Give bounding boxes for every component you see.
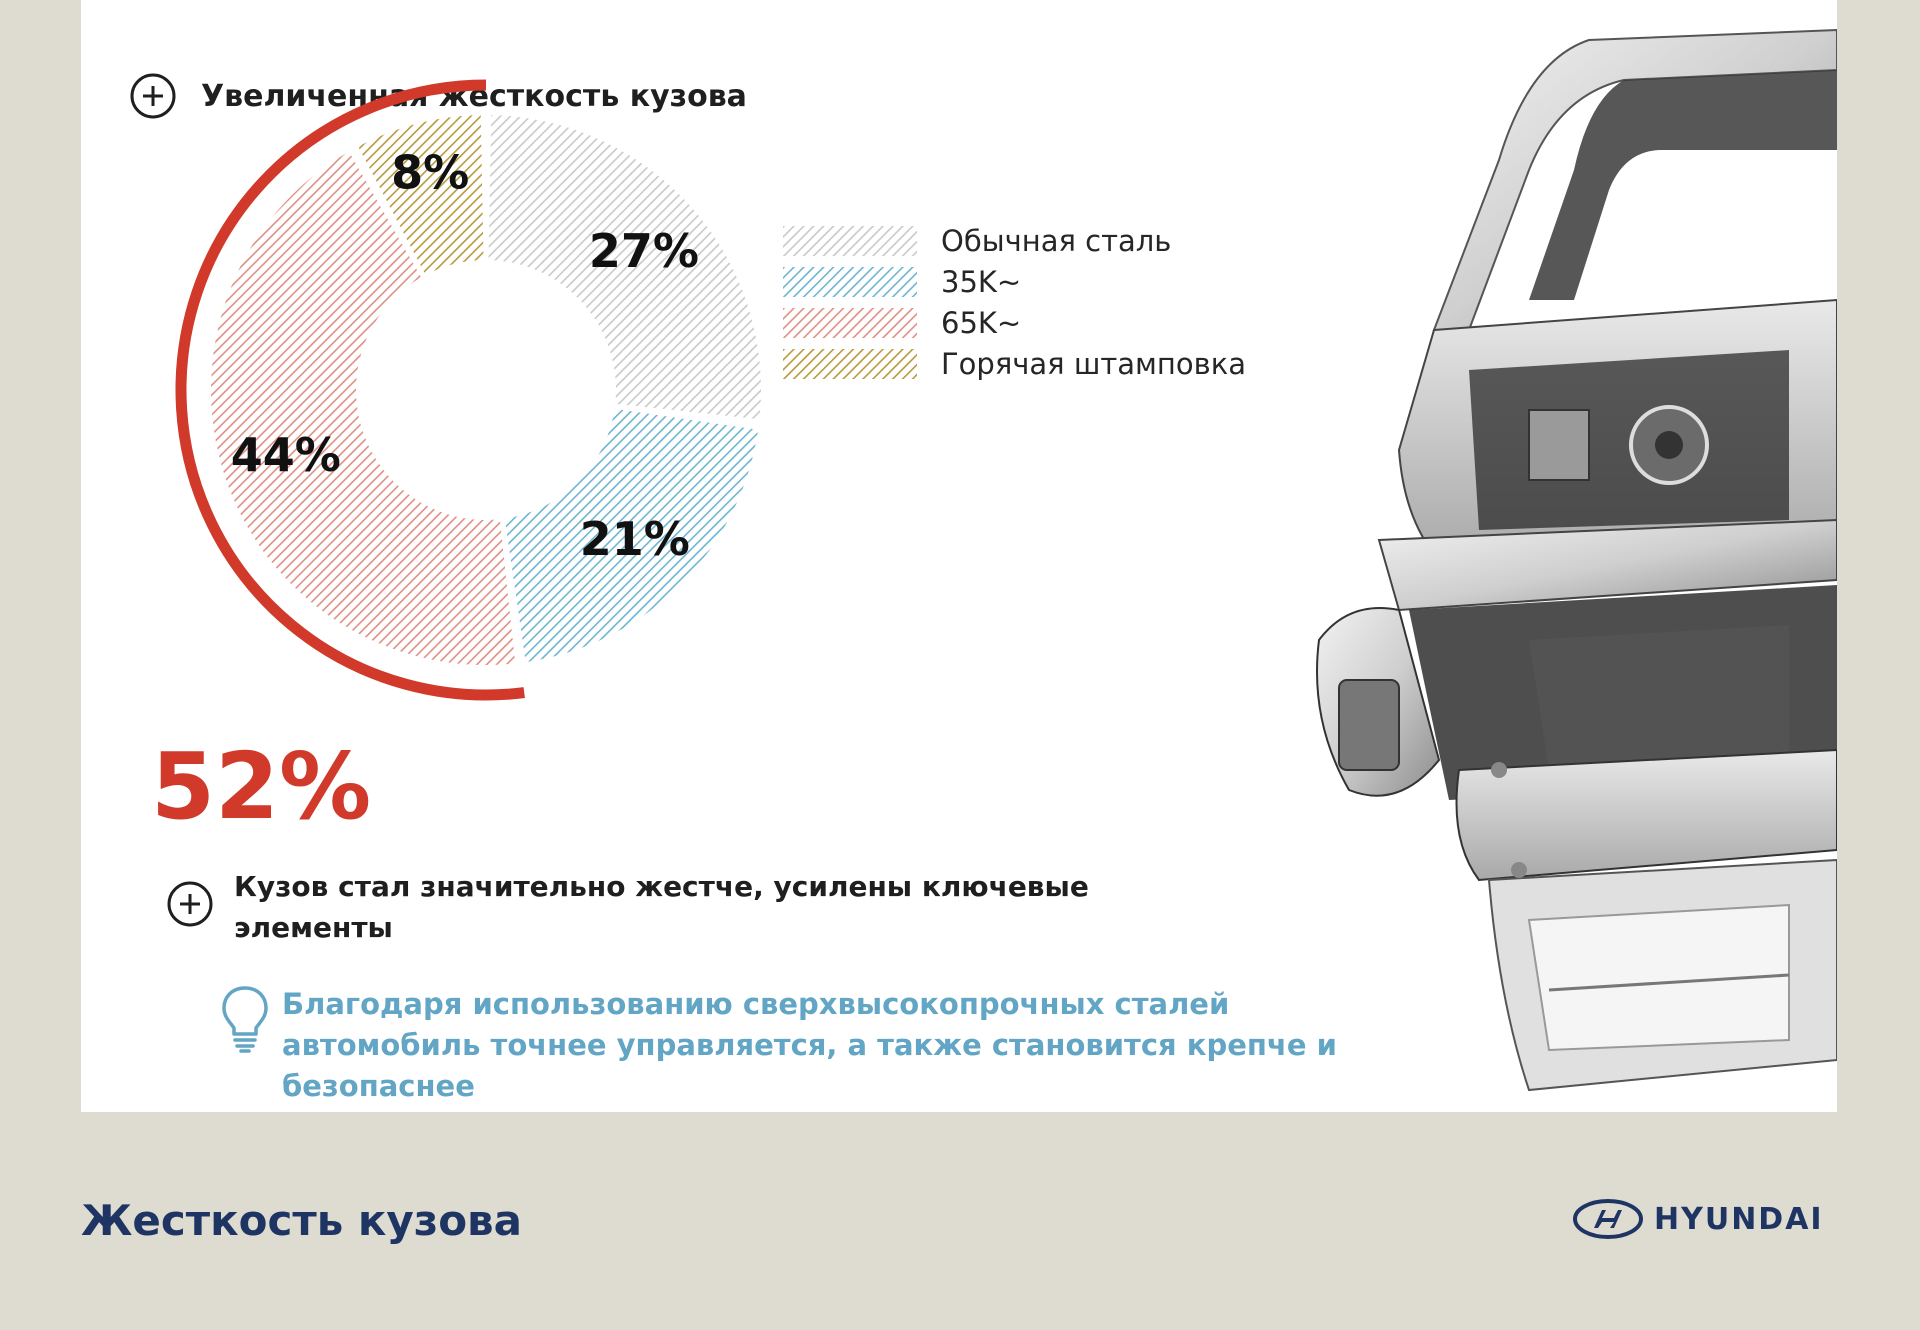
slice-value-label: 21% xyxy=(580,512,690,566)
legend-label: 35K~ xyxy=(941,264,1022,299)
hyundai-logo-icon xyxy=(1573,1199,1643,1239)
plus-circle-icon xyxy=(130,73,176,119)
highlight-arc xyxy=(175,79,525,701)
slice-value-label: 8% xyxy=(391,146,469,200)
donut-slice-обычная-сталь xyxy=(488,115,761,420)
legend-item-обычная-сталь: Обычная сталь xyxy=(783,220,1246,261)
legend-swatch xyxy=(783,266,917,297)
legend-item-35k: 35K~ xyxy=(783,261,1246,302)
slice-value-label: 27% xyxy=(589,224,699,278)
legend-label: Обычная сталь xyxy=(941,223,1172,258)
car-body-frame-image xyxy=(1316,28,1837,1092)
lightbulb-icon xyxy=(222,986,268,1053)
legend-label: 65K~ xyxy=(941,305,1022,340)
brand-name: HYUNDAI xyxy=(1654,1201,1824,1237)
tip: Благодаря использованию сверхвысокопрочн… xyxy=(220,984,1420,1107)
legend-item-горячая-штамповка: Горячая штамповка xyxy=(783,343,1246,384)
legend-item-65k: 65K~ xyxy=(783,302,1246,343)
legend-label: Горячая штамповка xyxy=(941,346,1247,381)
donut-chart: 52% 27% 21% 44% 8% xyxy=(151,79,761,840)
chart-legend: Обычная сталь 35K~ 65K~ Горячая штамповка xyxy=(783,220,1246,384)
legend-swatch xyxy=(783,225,917,256)
legend-swatch xyxy=(783,348,917,379)
tip-text: Благодаря использованию сверхвысокопрочн… xyxy=(282,987,1337,1103)
key-point-text: Кузов стал значительно жестче, усилены к… xyxy=(234,870,1089,944)
legend-swatch xyxy=(783,307,917,338)
slide-card: Увеличенная жёсткость кузова 52% 27% 21% 4… xyxy=(81,0,1837,1112)
donut-slice-65k xyxy=(211,151,516,665)
key-point: Кузов стал значительно жестче, усилены к… xyxy=(166,866,1246,948)
highlight-value-label: 52% xyxy=(151,733,371,840)
donut-slice-горячая-штамповка xyxy=(358,115,484,275)
plus-circle-icon xyxy=(167,881,213,927)
donut-slice-35k xyxy=(504,408,759,663)
footer-title: Жесткость кузова xyxy=(81,1196,522,1245)
brand-logo: HYUNDAI xyxy=(1572,1198,1824,1240)
slice-value-label: 44% xyxy=(231,428,341,482)
